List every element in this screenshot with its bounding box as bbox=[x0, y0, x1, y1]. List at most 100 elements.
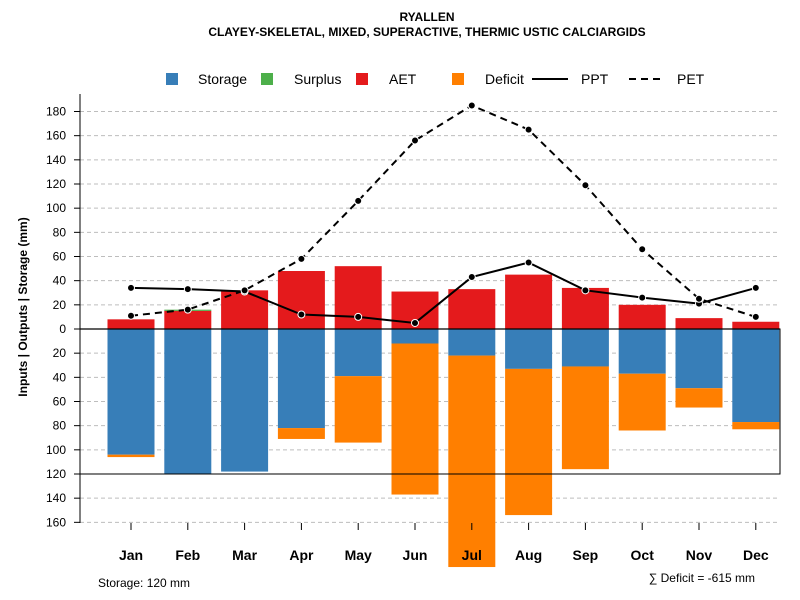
deficit-bar bbox=[107, 454, 155, 458]
y-tick-label: 80 bbox=[53, 419, 67, 433]
y-tick-label: 100 bbox=[46, 201, 66, 215]
y-tick-label: 20 bbox=[53, 298, 67, 312]
storage-bar bbox=[618, 329, 666, 374]
y-tick-label: 120 bbox=[46, 467, 66, 481]
y-axis-label: Inputs | Outputs | Storage (mm) bbox=[16, 217, 30, 396]
y-tick-label: 40 bbox=[53, 274, 67, 288]
aet-bar bbox=[221, 290, 269, 329]
legend-ppt-label: PPT bbox=[581, 71, 609, 87]
legend-deficit-swatch bbox=[452, 73, 464, 85]
deficit-bar bbox=[675, 388, 723, 408]
deficit-bar bbox=[561, 366, 609, 470]
legend: Storage Surplus AET Deficit PPT PET bbox=[166, 71, 705, 87]
chart-subtitle: CLAYEY-SKELETAL, MIXED, SUPERACTIVE, THE… bbox=[208, 25, 645, 39]
aet-bar bbox=[277, 271, 325, 329]
y-tick-label: 40 bbox=[53, 370, 67, 384]
storage-bar bbox=[505, 329, 553, 369]
aet-bar bbox=[675, 318, 723, 329]
y-tick-label: 160 bbox=[46, 515, 66, 529]
x-tick-label: May bbox=[345, 547, 372, 563]
x-tick-label: Dec bbox=[743, 547, 769, 563]
pet-point bbox=[183, 305, 192, 314]
deficit-bar bbox=[277, 428, 325, 439]
pet-point bbox=[581, 181, 590, 190]
pet-point bbox=[751, 312, 760, 321]
legend-storage-swatch bbox=[166, 73, 178, 85]
x-tick-label: Apr bbox=[289, 547, 314, 563]
pet-point bbox=[467, 101, 476, 110]
x-tick-label: Nov bbox=[686, 547, 713, 563]
storage-bar bbox=[448, 329, 496, 356]
ppt-point bbox=[183, 285, 192, 294]
legend-pet-label: PET bbox=[677, 71, 705, 87]
y-tick-label: 120 bbox=[46, 177, 66, 191]
ppt-point bbox=[354, 312, 363, 321]
x-tick-label: Mar bbox=[232, 547, 257, 563]
y-tick-label: 0 bbox=[59, 322, 66, 336]
x-tick-label: Sep bbox=[573, 547, 599, 563]
ppt-point bbox=[297, 310, 306, 319]
chart-title: RYALLEN bbox=[399, 10, 454, 24]
ppt-point bbox=[411, 318, 419, 327]
axes: 180 160 140 120 100 80 60 40 20 0 20 40 60 80 100 120 14… bbox=[46, 94, 781, 563]
x-tick-label: Oct bbox=[631, 547, 655, 563]
deficit-bar bbox=[618, 373, 666, 431]
y-tick-label: 160 bbox=[46, 129, 66, 143]
storage-bar bbox=[732, 329, 780, 423]
x-tick-label: Feb bbox=[175, 547, 200, 563]
y-tick-label: 80 bbox=[53, 225, 67, 239]
deficit-total: ∑ Deficit = -615 mm bbox=[649, 571, 755, 585]
x-tick-label: Jan bbox=[119, 547, 143, 563]
y-tick-label: 100 bbox=[46, 443, 66, 457]
y-tick-label: 60 bbox=[53, 250, 67, 264]
storage-bar bbox=[391, 329, 439, 344]
pet-point bbox=[411, 136, 419, 145]
storage-bar bbox=[107, 329, 155, 455]
aet-bar bbox=[505, 274, 553, 329]
lines bbox=[127, 101, 760, 327]
deficit-bar bbox=[732, 422, 780, 430]
storage-bar bbox=[675, 329, 723, 389]
pet-point bbox=[127, 311, 135, 320]
ppt-point bbox=[467, 273, 476, 282]
bars bbox=[107, 266, 780, 568]
pet-point bbox=[240, 286, 249, 295]
ppt-point bbox=[751, 283, 760, 292]
aet-bar bbox=[561, 287, 609, 329]
aet-bar bbox=[164, 310, 212, 329]
aet-bar bbox=[618, 304, 666, 329]
pet-point bbox=[695, 294, 703, 303]
legend-surplus-swatch bbox=[261, 73, 273, 85]
y-tick-label: 140 bbox=[46, 491, 66, 505]
deficit-bar bbox=[391, 343, 439, 495]
pet-point bbox=[524, 125, 533, 134]
legend-deficit-label: Deficit bbox=[485, 71, 524, 87]
legend-aet-label: AET bbox=[389, 71, 417, 87]
deficit-bar bbox=[505, 368, 553, 516]
x-tick-label: Aug bbox=[515, 547, 542, 563]
storage-capacity-box bbox=[79, 328, 781, 475]
legend-aet-swatch bbox=[356, 73, 368, 85]
aet-bar bbox=[107, 319, 155, 329]
aet-bar bbox=[448, 289, 496, 329]
storage-bar bbox=[164, 329, 212, 474]
aet-bar bbox=[732, 321, 780, 329]
legend-surplus-label: Surplus bbox=[294, 71, 341, 87]
pet-point bbox=[297, 254, 306, 263]
pet-line bbox=[130, 104, 757, 318]
ppt-point bbox=[581, 286, 590, 295]
ppt-line bbox=[130, 261, 757, 324]
deficit-bar bbox=[334, 376, 382, 443]
y-tick-label: 20 bbox=[53, 346, 67, 360]
storage-bar bbox=[561, 329, 609, 367]
y-tick-label: 180 bbox=[46, 105, 66, 119]
legend-storage-label: Storage bbox=[198, 71, 247, 87]
pet-point bbox=[638, 245, 647, 254]
y-tick-label: 140 bbox=[46, 153, 66, 167]
storage-footnote: Storage: 120 mm bbox=[98, 576, 190, 590]
storage-bar bbox=[221, 329, 269, 472]
y-tick-label: 60 bbox=[53, 394, 67, 408]
x-tick-label: Jul bbox=[462, 547, 482, 563]
storage-bar bbox=[277, 329, 325, 429]
